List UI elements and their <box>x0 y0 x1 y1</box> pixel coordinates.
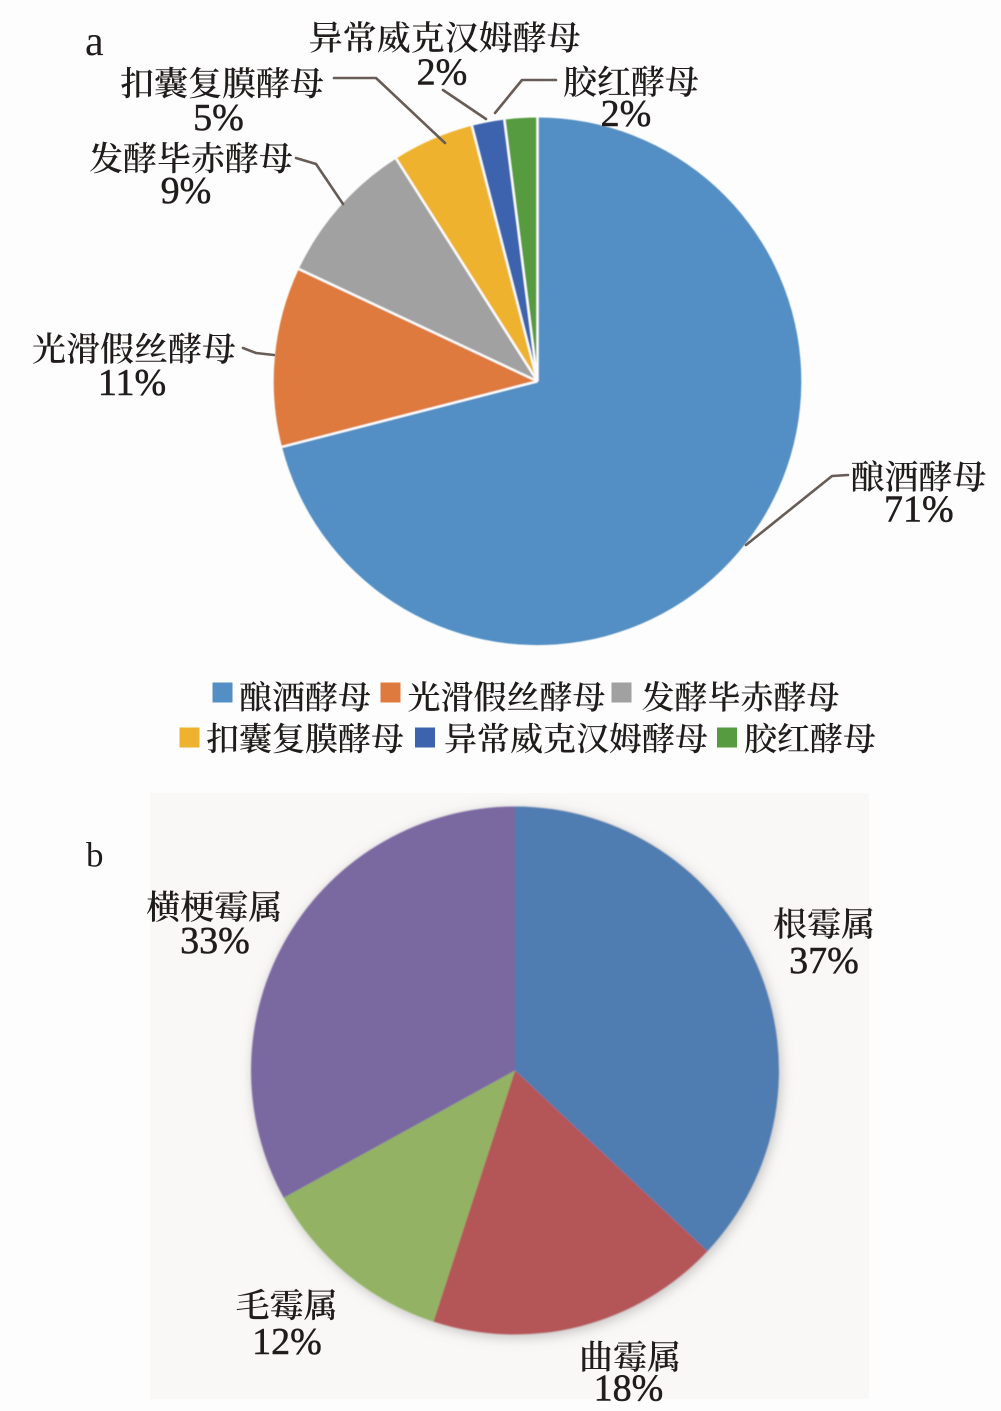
svg-text:b: b <box>86 836 104 875</box>
svg-text:2%: 2% <box>417 52 468 94</box>
svg-text:9%: 9% <box>161 170 212 212</box>
svg-text:71%: 71% <box>884 489 954 531</box>
svg-text:37%: 37% <box>789 940 859 982</box>
svg-text:12%: 12% <box>252 1321 322 1363</box>
svg-text:2%: 2% <box>601 93 652 135</box>
svg-text:a: a <box>85 19 104 65</box>
svg-text:11%: 11% <box>98 362 166 404</box>
svg-text:18%: 18% <box>594 1367 664 1409</box>
svg-text:33%: 33% <box>180 920 250 962</box>
svg-text:5%: 5% <box>193 97 244 139</box>
